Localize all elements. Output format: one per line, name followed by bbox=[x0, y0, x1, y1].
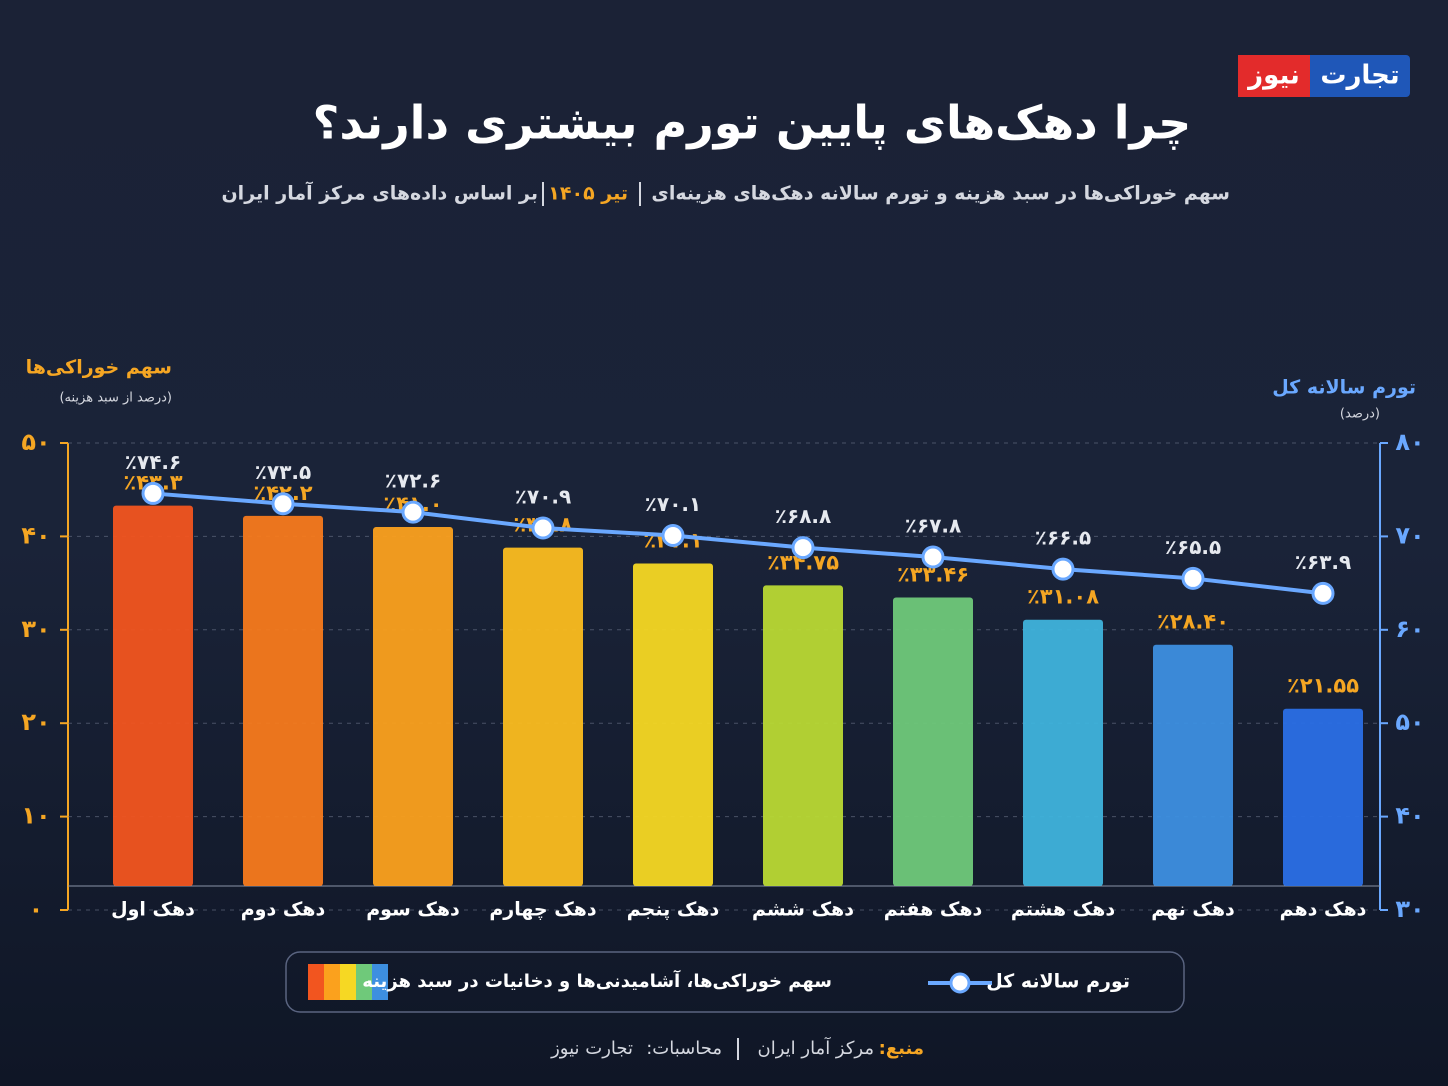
legend-swatch bbox=[372, 964, 388, 1000]
bar bbox=[503, 547, 583, 886]
bar bbox=[1153, 644, 1233, 886]
logo: تجارت نیوز bbox=[1238, 55, 1410, 97]
legend-swatch bbox=[308, 964, 324, 1000]
bar bbox=[373, 527, 453, 886]
line-value-label: ٪۷۰.۱ bbox=[645, 492, 701, 516]
y2-tick-label: ۸۰ bbox=[1395, 428, 1424, 456]
source-label: منبع: bbox=[879, 1038, 924, 1059]
subtitle-source: بر اساس داده‌های مرکز آمار ایران bbox=[221, 181, 538, 205]
line-point bbox=[661, 523, 685, 547]
y2-tick-label: ۴۰ bbox=[1395, 802, 1424, 830]
bar bbox=[633, 563, 713, 886]
legend-swatch bbox=[340, 964, 356, 1000]
line-point bbox=[1181, 566, 1205, 590]
line-value-label: ٪۶۶.۵ bbox=[1035, 526, 1091, 550]
bar bbox=[893, 597, 973, 886]
x-tick-label: دهک دهم bbox=[1280, 899, 1367, 921]
bar bbox=[243, 515, 323, 886]
x-tick-label: دهک هشتم bbox=[1011, 899, 1115, 921]
bar bbox=[763, 585, 843, 886]
legend: سهم خوراکی‌ها، آشامیدنی‌ها و دخانیات در … bbox=[308, 964, 1130, 1000]
bar-value-label: ٪۲۱.۵۵ bbox=[1287, 674, 1359, 698]
x-tick-label: دهک سوم bbox=[366, 899, 460, 921]
y2-tick-label: ۷۰ bbox=[1395, 521, 1424, 549]
line-point bbox=[141, 481, 165, 505]
y-tick-label: ۴۰ bbox=[21, 521, 50, 549]
bar bbox=[1023, 619, 1103, 886]
legend-box bbox=[285, 951, 1185, 1013]
y-axis-title: سهم خوراکی‌ها bbox=[26, 357, 172, 379]
line-point bbox=[531, 516, 555, 540]
y2-axis-title: تورم سالانه کل bbox=[1272, 377, 1416, 399]
logo-text: نیوز bbox=[1246, 61, 1300, 91]
line-point bbox=[1311, 581, 1335, 605]
bar-value-label: ٪۲۸.۴۰ bbox=[1157, 610, 1229, 634]
legend-label: سهم خوراکی‌ها، آشامیدنی‌ها و دخانیات در … bbox=[362, 969, 832, 992]
bar-value-label: ٪۳۱.۰۸ bbox=[1027, 585, 1099, 609]
line-point bbox=[1051, 557, 1075, 581]
line-value-label: ٪۷۳.۵ bbox=[255, 460, 311, 484]
line-value-label: ٪۶۵.۵ bbox=[1165, 535, 1221, 559]
line-point bbox=[271, 492, 295, 516]
x-tick-label: دهک هفتم bbox=[884, 899, 983, 921]
x-tick-label: دهک دوم bbox=[241, 899, 326, 921]
x-tick-label: دهک اول bbox=[111, 899, 195, 921]
calc-value: تجارت نیوز bbox=[550, 1038, 633, 1059]
calc-label: محاسبات: bbox=[646, 1038, 722, 1059]
logo-text: تجارت bbox=[1320, 61, 1399, 91]
line bbox=[152, 491, 1324, 596]
logo-red bbox=[1238, 55, 1310, 97]
y2-tick-label: ۵۰ bbox=[1395, 708, 1424, 736]
x-tick-label: دهک ششم bbox=[752, 899, 854, 921]
y-axis-note: (درصد از سبد هزینه) bbox=[59, 391, 172, 406]
subtitle-date: تیر ۱۴۰۵ bbox=[548, 183, 628, 205]
y-tick-label: ۵۰ bbox=[21, 428, 50, 456]
y-tick-label: ۰ bbox=[29, 895, 44, 923]
y-tick-label: ۱۰ bbox=[21, 802, 50, 830]
subtitle: سهم خوراکی‌ها در سبد هزینه و تورم سالانه… bbox=[651, 183, 1230, 205]
x-tick-label: دهک نهم bbox=[1151, 899, 1235, 921]
chart-title: چرا دهک‌های پایین تورم بیشتری دارند؟ bbox=[313, 96, 1192, 151]
bar bbox=[113, 505, 193, 886]
x-tick-label: دهک چهارم bbox=[489, 899, 596, 921]
y2-axis-note: (درصد) bbox=[1340, 407, 1380, 422]
line-value-label: ٪۶۳.۹ bbox=[1295, 550, 1351, 574]
line-point bbox=[401, 500, 425, 524]
line-point bbox=[791, 536, 815, 560]
line-value-label: ٪۷۴.۶ bbox=[125, 450, 181, 474]
source-value: مرکز آمار ایران bbox=[758, 1036, 875, 1059]
line-value-label: ٪۷۲.۶ bbox=[385, 469, 441, 493]
bar bbox=[1283, 708, 1363, 886]
y-tick-label: ۲۰ bbox=[21, 708, 50, 736]
line-value-label: ٪۷۰.۹ bbox=[515, 484, 571, 508]
legend-label: تورم سالانه کل bbox=[986, 971, 1130, 993]
line-value-label: ٪۶۸.۸ bbox=[775, 504, 831, 528]
legend-swatch bbox=[356, 964, 372, 1000]
y2-tick-label: ۶۰ bbox=[1395, 615, 1424, 643]
line-value-label: ٪۶۷.۸ bbox=[905, 513, 961, 537]
x-tick-label: دهک پنجم bbox=[627, 899, 720, 921]
legend-marker bbox=[949, 972, 971, 994]
line-point bbox=[921, 545, 945, 569]
legend-swatch bbox=[324, 964, 340, 1000]
y2-tick-label: ۳۰ bbox=[1395, 895, 1424, 923]
y-tick-label: ۳۰ bbox=[21, 615, 50, 643]
